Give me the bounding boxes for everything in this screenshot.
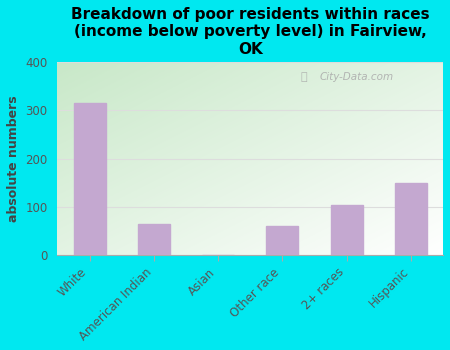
- Y-axis label: absolute numbers: absolute numbers: [7, 95, 20, 222]
- Bar: [331, 205, 363, 255]
- Bar: [138, 224, 170, 255]
- Text: City-Data.com: City-Data.com: [320, 72, 394, 82]
- Text: ⓘ: ⓘ: [301, 72, 307, 82]
- Bar: [73, 103, 106, 255]
- Title: Breakdown of poor residents within races
(income below poverty level) in Fairvie: Breakdown of poor residents within races…: [71, 7, 430, 57]
- Bar: [266, 226, 298, 255]
- Bar: [395, 183, 427, 255]
